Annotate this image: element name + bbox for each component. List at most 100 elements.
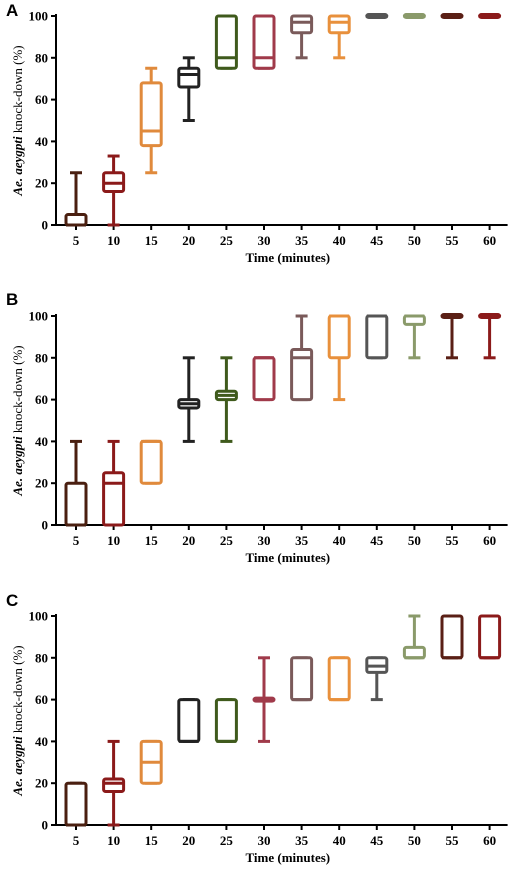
box-55min — [440, 313, 464, 360]
box-15min — [139, 439, 163, 485]
box-50min — [402, 13, 426, 19]
box-iqr — [290, 656, 314, 702]
y-tick-label: 80 — [35, 650, 48, 665]
x-tick-label: 15 — [145, 833, 159, 848]
box-25min — [214, 698, 238, 743]
box-iqr — [177, 698, 201, 743]
box-iqr — [290, 347, 314, 402]
box-iqr — [252, 356, 276, 402]
box-50min — [402, 614, 426, 660]
y-tick-label: 80 — [35, 350, 48, 365]
box-iqr — [440, 614, 464, 660]
x-tick-label: 20 — [182, 233, 195, 248]
y-tick-label: 20 — [35, 776, 48, 791]
panel-letter: B — [6, 290, 18, 309]
x-tick-label: 40 — [333, 233, 346, 248]
y-tick-label: 20 — [35, 176, 48, 191]
x-tick-label: 45 — [370, 533, 384, 548]
x-tick-label: 40 — [333, 533, 346, 548]
box-40min — [327, 14, 351, 60]
x-tick-label: 10 — [107, 533, 120, 548]
box-60min — [478, 313, 502, 360]
x-tick-label: 30 — [258, 833, 271, 848]
box-iqr — [64, 481, 88, 527]
box-45min — [365, 314, 389, 360]
x-tick-label: 30 — [258, 233, 271, 248]
box-iqr — [64, 213, 88, 227]
x-tick-label: 55 — [446, 233, 460, 248]
box-iqr — [139, 439, 163, 485]
y-tick-label: 40 — [35, 134, 48, 149]
x-tick-label: 15 — [145, 233, 159, 248]
y-tick-label: 100 — [29, 309, 49, 324]
box-20min — [177, 356, 201, 443]
box-50min — [402, 314, 426, 360]
box-iqr — [139, 81, 163, 148]
box-iqr — [402, 645, 426, 660]
box-iqr — [327, 314, 351, 360]
y-tick-label: 100 — [29, 9, 49, 24]
y-tick-label: 20 — [35, 476, 48, 491]
x-axis-title: Time (minutes) — [245, 250, 330, 265]
x-axis-title: Time (minutes) — [245, 550, 330, 565]
box-20min — [177, 56, 201, 122]
y-tick-label: 60 — [35, 692, 48, 707]
y-axis-title: Ae. aeygpti knock-down (%) — [10, 345, 25, 496]
box-55min — [440, 13, 464, 19]
x-axis-title: Time (minutes) — [245, 850, 330, 865]
box-25min — [214, 356, 238, 443]
box-iqr — [102, 471, 126, 527]
box-30min — [252, 14, 276, 70]
box-60min — [478, 13, 502, 19]
box-30min — [252, 356, 276, 402]
box-55min — [440, 614, 464, 660]
box-iqr — [478, 614, 502, 660]
panel-a: A 0 20 40 60 80 100 5 10 15 20 25 30 35 40 45 50 55 60 Time… — [6, 1, 508, 265]
box-iqr — [214, 14, 238, 70]
y-tick-label: 100 — [29, 609, 49, 624]
panel-letter: C — [6, 591, 18, 610]
x-tick-label: 60 — [483, 833, 496, 848]
x-tick-label: 35 — [295, 533, 309, 548]
box-60min — [478, 614, 502, 660]
y-tick-label: 60 — [35, 392, 48, 407]
box-15min — [139, 66, 163, 175]
x-tick-label: 25 — [220, 233, 234, 248]
x-tick-label: 5 — [73, 833, 80, 848]
x-tick-label: 30 — [258, 533, 271, 548]
y-tick-label: 40 — [35, 434, 48, 449]
x-tick-label: 10 — [107, 233, 120, 248]
box-45min — [365, 13, 389, 19]
box-10min — [102, 154, 126, 227]
x-tick-label: 20 — [182, 833, 195, 848]
box-iqr — [177, 66, 201, 89]
y-tick-label: 60 — [35, 92, 48, 107]
y-axis-title: Ae. aeygpti knock-down (%) — [10, 45, 25, 196]
box-35min — [290, 14, 314, 60]
box-30min — [252, 656, 276, 743]
y-tick-label: 40 — [35, 734, 48, 749]
box-iqr — [365, 314, 389, 360]
x-tick-label: 10 — [107, 833, 120, 848]
y-tick-label: 0 — [42, 818, 49, 833]
y-tick-label: 80 — [35, 50, 48, 65]
x-tick-label: 25 — [220, 533, 234, 548]
x-tick-label: 5 — [73, 533, 80, 548]
box-20min — [177, 698, 201, 743]
x-tick-label: 60 — [483, 233, 496, 248]
x-tick-label: 45 — [370, 833, 384, 848]
box-35min — [290, 656, 314, 702]
x-tick-label: 60 — [483, 533, 496, 548]
x-tick-label: 40 — [333, 833, 346, 848]
box-iqr — [214, 698, 238, 743]
box-15min — [139, 739, 163, 785]
x-tick-label: 35 — [295, 233, 309, 248]
x-tick-label: 5 — [73, 233, 80, 248]
x-tick-label: 50 — [408, 233, 421, 248]
box-iqr — [252, 14, 276, 70]
x-tick-label: 50 — [408, 833, 421, 848]
y-axis-title: Ae. aeygpti knock-down (%) — [10, 645, 25, 796]
box-40min — [327, 314, 351, 402]
x-tick-label: 15 — [145, 533, 159, 548]
x-tick-label: 25 — [220, 833, 234, 848]
